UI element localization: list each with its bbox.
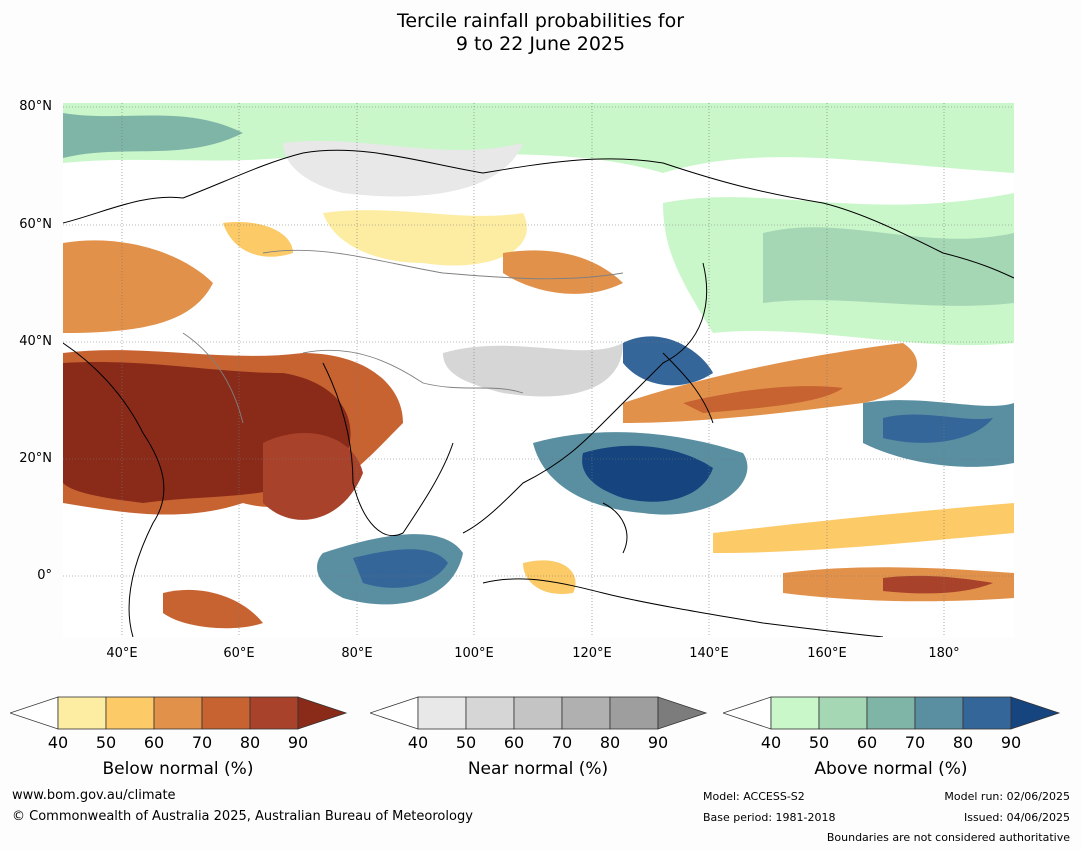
near-tick-label: 60 (503, 733, 525, 752)
below-tick-label: 80 (239, 733, 261, 752)
lon-label-140e: 140°E (689, 646, 729, 661)
below-tick-label: 90 (287, 733, 309, 752)
colorbar-segment (914, 696, 964, 730)
colorbar-segment (153, 696, 203, 730)
lon-label-100e: 100°E (454, 646, 494, 661)
near-normal-colorbar (370, 696, 708, 730)
below-tick-label: 70 (191, 733, 213, 752)
lat-label-0: 0° (37, 568, 52, 583)
colorbar-segment (866, 696, 916, 730)
below-tick-label: 60 (143, 733, 165, 752)
colorbar-segment (249, 696, 299, 730)
colorbar-segment (609, 696, 659, 730)
colorbar-low-arrow (10, 696, 59, 730)
above-normal-label: Above normal (%) (814, 759, 968, 779)
above-tick-label: 50 (808, 733, 830, 752)
near-tick-label: 80 (599, 733, 621, 752)
website-link[interactable]: www.bom.gov.au/climate (12, 788, 176, 803)
near-tick-label: 40 (407, 733, 429, 752)
below-normal-label: Below normal (%) (102, 759, 254, 779)
below-tick-label: 50 (95, 733, 117, 752)
lat-label-80n: 80°N (19, 99, 52, 114)
colorbar-segment (57, 696, 107, 730)
lon-label-120e: 120°E (572, 646, 612, 661)
disclaimer-text: Boundaries are not considered authoritat… (826, 831, 1070, 844)
near-normal-label: Near normal (%) (467, 759, 609, 779)
colorbar-segment (770, 696, 820, 730)
above-tick-label: 70 (904, 733, 926, 752)
lon-label-60e: 60°E (223, 646, 255, 661)
above-tick-label: 40 (760, 733, 782, 752)
probability-map (63, 103, 1014, 637)
model-text: Model: ACCESS-S2 (703, 790, 805, 803)
issued-text: Issued: 04/06/2025 (963, 811, 1070, 824)
colorbar-low-arrow (723, 696, 772, 730)
above-tick-label: 60 (856, 733, 878, 752)
above-tick-label: 80 (952, 733, 974, 752)
lon-label-40e: 40°E (106, 646, 138, 661)
colorbar-segment (561, 696, 611, 730)
colorbar-segment (962, 696, 1012, 730)
lon-label-180: 180° (928, 646, 960, 661)
near-tick-label: 70 (551, 733, 573, 752)
above-normal-colorbar (723, 696, 1061, 730)
copyright-text: © Commonwealth of Australia 2025, Austra… (12, 809, 473, 824)
colorbar-segment (818, 696, 868, 730)
colorbar-high-arrow (1010, 696, 1061, 730)
colorbar-segment (105, 696, 155, 730)
model-run-text: Model run: 02/06/2025 (944, 790, 1070, 803)
lat-label-20n: 20°N (19, 451, 52, 466)
near-tick-label: 50 (455, 733, 477, 752)
below-tick-label: 40 (47, 733, 69, 752)
colorbar-segment (513, 696, 563, 730)
map-canvas (63, 103, 1014, 637)
colorbar-low-arrow (370, 696, 419, 730)
lon-label-160e: 160°E (807, 646, 847, 661)
lat-label-60n: 60°N (19, 217, 52, 232)
colorbar-high-arrow (657, 696, 708, 730)
colorbar-high-arrow (297, 696, 348, 730)
colorbar-segment (465, 696, 515, 730)
colorbar-segment (201, 696, 251, 730)
near-tick-label: 90 (647, 733, 669, 752)
below-normal-colorbar (10, 696, 348, 730)
above-tick-label: 90 (1000, 733, 1022, 752)
colorbar-segment (417, 696, 467, 730)
lat-label-40n: 40°N (19, 334, 52, 349)
map-title-line2: 9 to 22 June 2025 (455, 33, 626, 55)
map-title-line1: Tercile rainfall probabilities for (396, 10, 685, 32)
base-period-text: Base period: 1981-2018 (703, 811, 836, 824)
lon-label-80e: 80°E (341, 646, 373, 661)
